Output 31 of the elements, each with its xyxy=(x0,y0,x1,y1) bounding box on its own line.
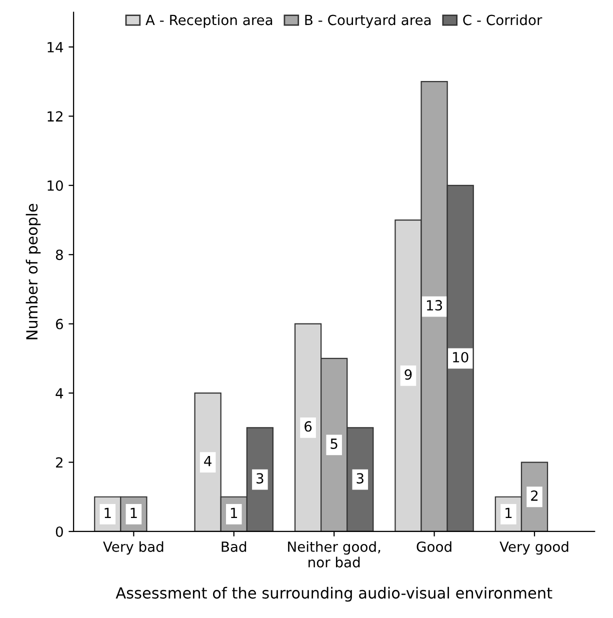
y-tick-label: 12 xyxy=(48,111,62,122)
data-label: 10 xyxy=(453,352,468,362)
data-label: 3 xyxy=(356,473,364,484)
data-label: 5 xyxy=(330,438,338,449)
y-tick-label: 0 xyxy=(56,526,63,537)
y-tick-label: 14 xyxy=(48,42,64,52)
data-label: 2 xyxy=(531,490,538,501)
x-tick-label: Bad xyxy=(222,541,246,552)
y-tick-label: 4 xyxy=(56,388,64,398)
data-label: 4 xyxy=(204,456,212,466)
legend-label: A - Reception area xyxy=(146,14,272,28)
data-label: 3 xyxy=(256,473,264,484)
legend-label: B - Courtyard area xyxy=(305,14,431,28)
x-tick-label: Very bad xyxy=(103,541,164,555)
x-axis-title: Assessment of the surrounding audio-visual environment xyxy=(116,586,552,602)
data-label: 9 xyxy=(404,369,412,380)
y-axis-title: Number of people xyxy=(26,204,41,340)
y-tick-label: 10 xyxy=(48,180,63,191)
x-tick-label: Very good xyxy=(500,541,568,555)
legend-label: C - Corridor xyxy=(463,14,542,26)
x-tick-label: Good xyxy=(416,541,452,552)
data-label: 1 xyxy=(230,508,238,518)
y-tick-label: 6 xyxy=(56,318,63,330)
data-label: 1 xyxy=(104,508,111,518)
data-label: 13 xyxy=(426,300,442,311)
y-tick-label: 2 xyxy=(56,457,62,468)
data-label: 1 xyxy=(506,508,512,518)
y-tick-label: 8 xyxy=(56,250,63,260)
x-tick-label: Neither good, nor bad xyxy=(288,541,380,568)
data-label: 6 xyxy=(304,421,312,432)
data-label: 1 xyxy=(130,508,137,518)
